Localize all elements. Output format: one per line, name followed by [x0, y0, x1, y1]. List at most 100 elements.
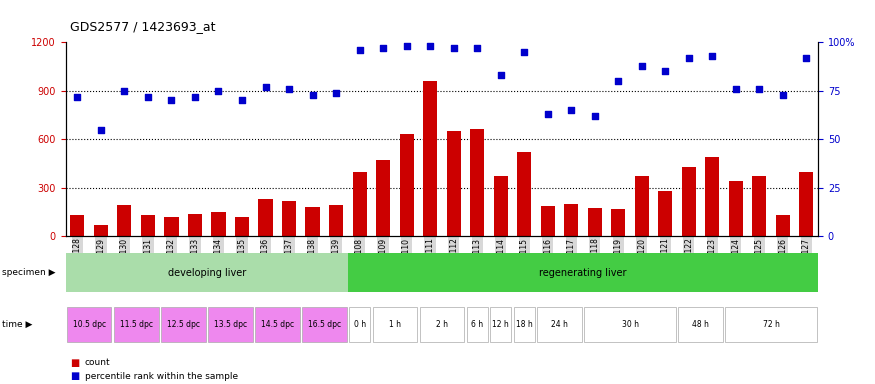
Point [94, 126, 108, 132]
Text: 48 h: 48 h [692, 320, 709, 329]
Point [376, 45, 390, 51]
Bar [400, 134, 414, 236]
Point [446, 45, 460, 51]
Bar [376, 160, 390, 236]
Bar [94, 225, 108, 236]
Point [682, 55, 696, 61]
Text: 72 h: 72 h [763, 320, 780, 329]
Point [800, 55, 814, 61]
Text: percentile rank within the sample: percentile rank within the sample [85, 372, 238, 381]
Bar [800, 172, 814, 236]
Bar [658, 191, 672, 236]
Text: 24 h: 24 h [551, 320, 568, 329]
Point [353, 47, 367, 53]
Bar [258, 199, 273, 236]
Bar [470, 129, 484, 236]
Text: 13.5 dpc: 13.5 dpc [214, 320, 247, 329]
Text: 11.5 dpc: 11.5 dpc [120, 320, 152, 329]
Text: regenerating liver: regenerating liver [539, 268, 626, 278]
Point [282, 86, 296, 92]
Bar [705, 157, 719, 236]
Point [329, 89, 343, 96]
Bar [234, 217, 249, 236]
Bar [141, 215, 155, 236]
Point [705, 53, 719, 59]
Point [400, 43, 414, 49]
Bar [373, 307, 417, 342]
Point [517, 49, 531, 55]
Point [776, 91, 790, 98]
Point [117, 88, 131, 94]
Point [658, 68, 672, 74]
Text: 2 h: 2 h [436, 320, 448, 329]
Text: 16.5 dpc: 16.5 dpc [308, 320, 341, 329]
Point [729, 86, 743, 92]
Bar [729, 181, 743, 236]
Bar [514, 307, 535, 342]
Bar [164, 217, 178, 236]
Bar [446, 131, 461, 236]
Bar [682, 167, 696, 236]
Bar [493, 176, 507, 236]
Bar [66, 253, 348, 292]
Text: 12.5 dpc: 12.5 dpc [167, 320, 200, 329]
Text: developing liver: developing liver [168, 268, 246, 278]
Text: 10.5 dpc: 10.5 dpc [73, 320, 106, 329]
Bar [419, 307, 465, 342]
Point [752, 86, 766, 92]
Bar [208, 307, 253, 342]
Bar [305, 207, 319, 236]
Bar [255, 307, 299, 342]
Bar [678, 307, 723, 342]
Bar [537, 307, 582, 342]
Bar [517, 152, 531, 236]
Point [541, 111, 555, 117]
Bar [188, 214, 202, 236]
Point [305, 91, 319, 98]
Point [164, 98, 178, 104]
Bar [466, 307, 487, 342]
Bar [212, 212, 226, 236]
Point [612, 78, 626, 84]
Point [424, 43, 438, 49]
Bar [114, 307, 158, 342]
Text: 14.5 dpc: 14.5 dpc [261, 320, 294, 329]
Text: ■: ■ [70, 358, 80, 368]
Bar [353, 172, 367, 236]
Text: count: count [85, 358, 110, 367]
Bar [611, 209, 626, 236]
Point [634, 63, 648, 69]
Point [470, 45, 484, 51]
Text: specimen ▶: specimen ▶ [2, 268, 55, 277]
Text: ■: ■ [70, 371, 80, 381]
Bar [349, 307, 370, 342]
Text: 0 h: 0 h [354, 320, 366, 329]
Bar [161, 307, 206, 342]
Point [235, 98, 249, 104]
Point [564, 107, 578, 113]
Bar [564, 204, 578, 236]
Bar [725, 307, 817, 342]
Point [212, 88, 226, 94]
Text: GDS2577 / 1423693_at: GDS2577 / 1423693_at [70, 20, 215, 33]
Point [588, 113, 602, 119]
Bar [752, 175, 766, 236]
Text: 6 h: 6 h [471, 320, 483, 329]
Bar [282, 202, 296, 236]
Bar [541, 206, 555, 236]
Bar [490, 307, 511, 342]
Point [141, 93, 155, 99]
Text: time ▶: time ▶ [2, 320, 32, 329]
Point [493, 72, 507, 78]
Bar [588, 208, 602, 236]
Point [258, 84, 272, 90]
Text: 1 h: 1 h [388, 320, 401, 329]
Point [188, 93, 202, 99]
Bar [348, 253, 818, 292]
Bar [776, 215, 790, 236]
Bar [70, 215, 85, 236]
Bar [584, 307, 676, 342]
Text: 12 h: 12 h [493, 320, 509, 329]
Bar [117, 205, 131, 236]
Text: 18 h: 18 h [515, 320, 533, 329]
